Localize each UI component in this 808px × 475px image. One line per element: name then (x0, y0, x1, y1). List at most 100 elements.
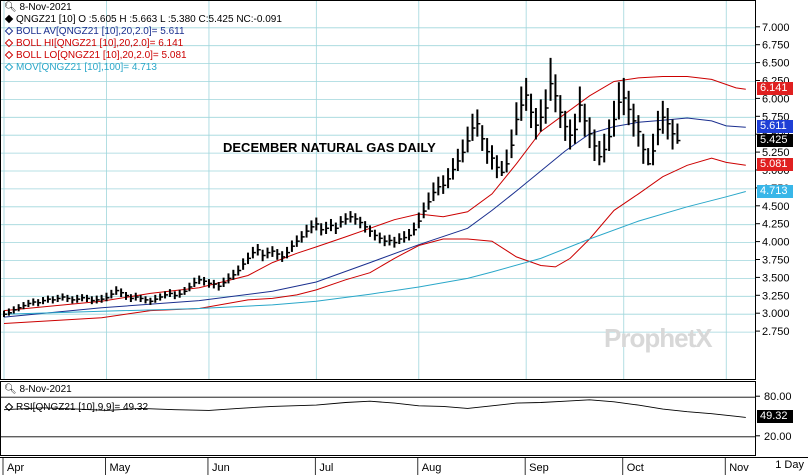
price-bar (613, 100, 617, 137)
price-bar (154, 294, 159, 303)
price-bar (3, 310, 7, 318)
diamond-icon (4, 50, 14, 60)
price-bar (549, 57, 554, 101)
period-label[interactable]: 1 Day (775, 459, 804, 471)
price-bar (583, 103, 588, 137)
price-tick-label: 4.500 (762, 201, 790, 213)
price-chart-canvas[interactable] (1, 1, 755, 379)
price-bar (481, 125, 486, 151)
price-bar (164, 291, 169, 299)
price-bar (554, 74, 559, 113)
price-bar (217, 281, 222, 291)
price-bar (359, 216, 364, 229)
magnifier-icon[interactable]: 🔍︎ (4, 384, 17, 395)
price-bar (510, 129, 515, 159)
series-line-boll-av (3, 117, 746, 318)
price-bar (12, 306, 17, 314)
time-tick-label: May (109, 462, 130, 474)
price-bar (76, 294, 81, 303)
legend-entry: BOLL HI[QNGZ21 [10],20,2.0]= 6.141 (4, 38, 183, 50)
time-axis[interactable]: Apr May Jun Jul Aug Sep Oct Nov 1 Day (0, 457, 808, 475)
price-bar (251, 246, 256, 259)
price-bar (544, 89, 549, 124)
price-axis[interactable]: 2.750 3.000 3.250 3.500 3.750 4.000 4.250 4.500… (756, 0, 808, 458)
rsi-panel[interactable]: 🔍︎ 8-Nov-2021 RSI[QNGZ21 [10],9,9]= 49.3… (0, 381, 756, 456)
legend-entry: BOLL AV[QNGZ21 [10],20,2.0]= 5.611 (4, 26, 185, 38)
price-bar (261, 249, 266, 262)
price-bar (305, 224, 310, 238)
price-bar (100, 294, 105, 303)
time-tick-label: Jun (212, 462, 230, 474)
price-bar (247, 252, 251, 265)
price-bar (564, 110, 569, 141)
price-bar (432, 182, 437, 202)
price-bar (378, 232, 383, 244)
price-bar (139, 294, 144, 303)
legend-entry: MOV[QNGZ21 [10],100]= 4.713 (4, 62, 157, 74)
price-bar (315, 217, 320, 231)
price-bar (608, 119, 613, 151)
series-line-mov (3, 191, 746, 315)
legend-text: QNGZ21 [10] O :5.605 H :5.663 L :5.380 C… (16, 14, 282, 25)
price-bar (90, 296, 95, 305)
series-line-boll-hi (3, 76, 746, 312)
price-bar (222, 277, 227, 287)
price-bar (129, 294, 134, 303)
price-bar (388, 234, 393, 246)
diamond-icon (4, 26, 14, 36)
price-tick-label: 3.000 (762, 308, 790, 320)
price-bar (369, 225, 373, 237)
price-bar (417, 212, 422, 229)
price-bar (525, 77, 530, 111)
price-bar (188, 282, 193, 292)
price-bar (120, 288, 125, 298)
legend-text: MOV[QNGZ21 [10],100]= 4.713 (16, 62, 157, 73)
legend-text: BOLL HI[QNGZ21 [10],20,2.0]= 6.141 (16, 38, 184, 49)
price-tick-label: 2.750 (762, 326, 790, 338)
rsi-tick-label: 80.00 (764, 391, 792, 403)
rsi-tick-label: 20.00 (764, 431, 792, 443)
legend-text: BOLL LO[QNGZ21 [10],20,2.0]= 5.081 (16, 50, 187, 61)
price-bar (647, 148, 652, 166)
price-bar (471, 113, 476, 141)
price-bar (168, 289, 173, 298)
price-bar (520, 86, 525, 121)
diamond-icon (4, 402, 14, 412)
price-bar (256, 244, 261, 256)
price-bar (334, 222, 339, 235)
price-bar (627, 90, 632, 126)
rsi-canvas[interactable] (1, 382, 755, 455)
price-bar (325, 221, 330, 235)
price-bar (451, 158, 456, 180)
price-bar (320, 223, 325, 236)
price-bar (149, 297, 154, 305)
rsi-line (3, 399, 746, 418)
date-label: 8-Nov-2021 (19, 2, 72, 13)
price-bar (295, 235, 300, 247)
price-bar (178, 289, 183, 298)
price-bar (622, 77, 627, 116)
price-bar (115, 286, 120, 295)
price-bar (329, 218, 334, 232)
price-bar (364, 221, 369, 233)
legend-text: BOLL AV[QNGZ21 [10],20,2.0]= 5.611 (16, 26, 185, 37)
price-bar (578, 86, 583, 123)
price-bar (603, 133, 608, 163)
price-bar (242, 258, 247, 270)
rsi-last-value-box: 49.32 (757, 410, 793, 424)
price-bar (237, 265, 242, 276)
price-bar (422, 202, 427, 219)
price-bar (290, 240, 295, 252)
price-axis-canvas: 2.750 3.000 3.250 3.500 3.750 4.000 4.250 4.500… (756, 22, 792, 443)
magnifier-icon[interactable]: 🔍︎ (4, 2, 17, 13)
price-bar (193, 277, 198, 287)
price-bar (495, 155, 500, 179)
price-bar (286, 246, 291, 259)
price-bar (456, 148, 461, 171)
price-chart-panel[interactable]: 🔍︎ 8-Nov-2021 QNGZ21 [10] O :5.605 H :5.… (0, 0, 756, 380)
price-bar (300, 231, 305, 243)
price-bar (408, 228, 413, 241)
price-bar (61, 293, 66, 301)
price-bar (373, 229, 378, 241)
